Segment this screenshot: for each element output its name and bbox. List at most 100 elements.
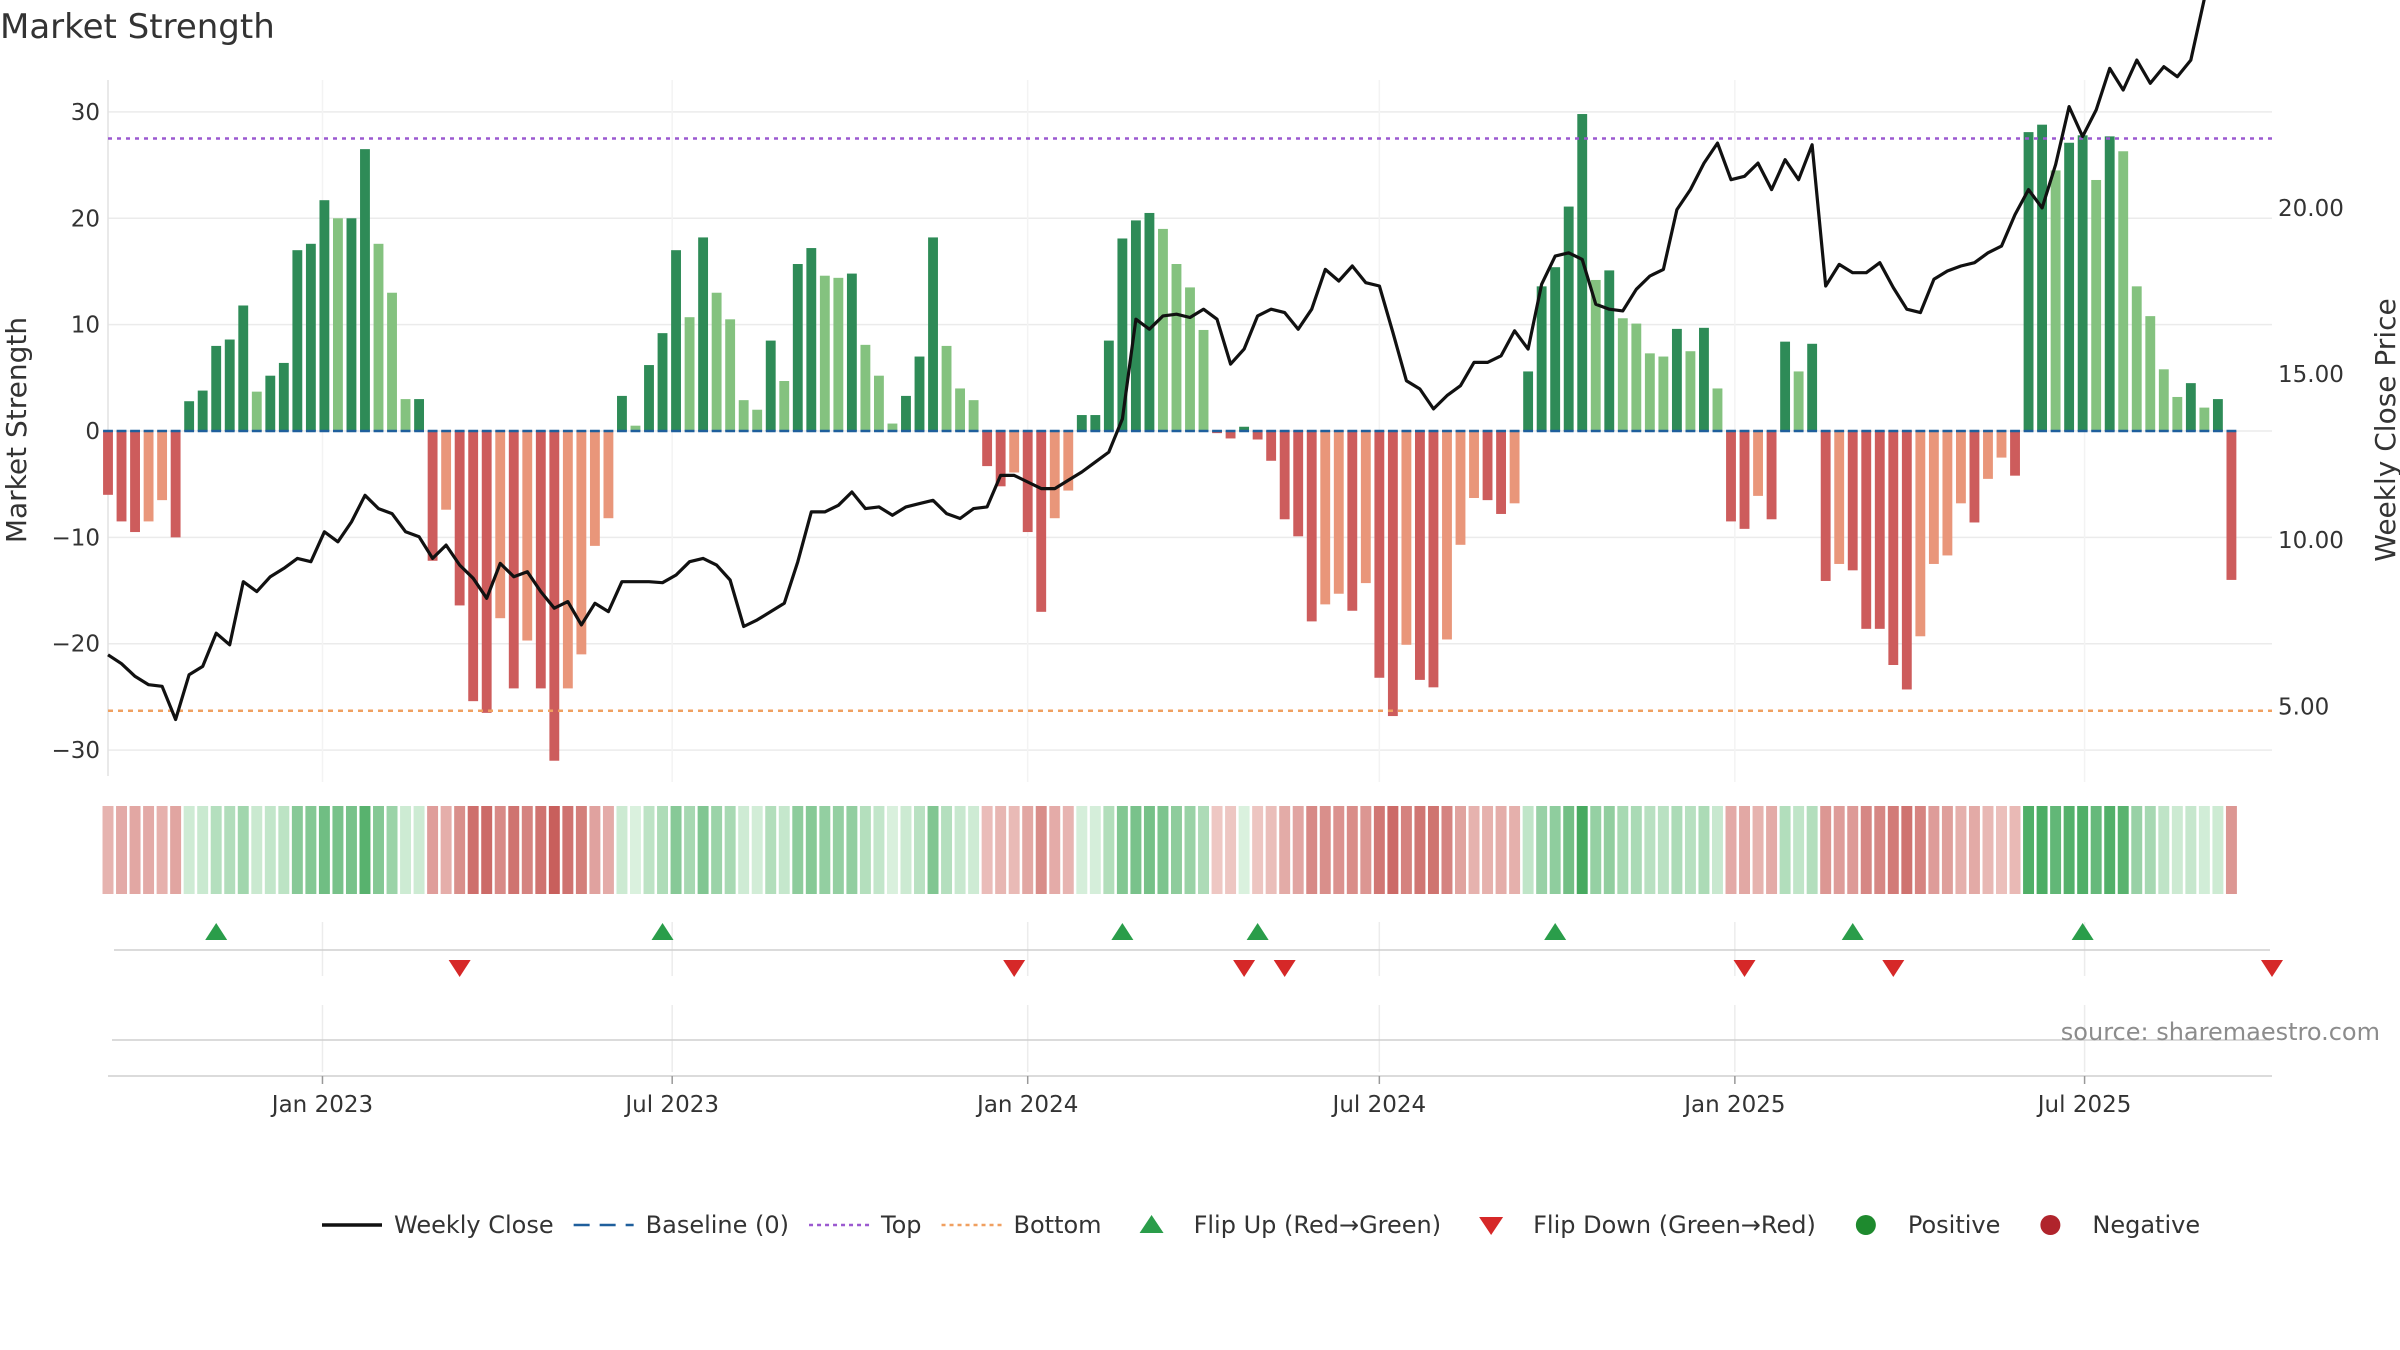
strength-bar (1861, 431, 1872, 629)
heat-cell (102, 806, 114, 894)
legend-positive-swatch (1855, 1215, 1876, 1235)
strength-bar (1888, 431, 1899, 665)
strength-bar (684, 317, 695, 431)
heat-cell (1482, 806, 1494, 894)
heat-cell (413, 806, 425, 894)
strength-bar (157, 431, 168, 501)
strength-bar (1144, 212, 1155, 431)
y-axis-ticks: 30 20 10 0 −10 −20 −30 (51, 100, 100, 764)
strength-bar (657, 333, 668, 431)
heat-cell (724, 806, 736, 894)
heat-cell (1725, 806, 1737, 894)
strength-bar (1807, 343, 1818, 431)
strength-bar (2145, 316, 2156, 431)
strength-bar (278, 362, 289, 431)
legend-item: Baseline (0) (573, 1211, 789, 1239)
heat-cell (305, 806, 317, 894)
heat-cell (1400, 806, 1412, 894)
heat-cell (1509, 806, 1521, 894)
heat-cell (616, 806, 628, 894)
strength-bar (1590, 279, 1601, 431)
x-tick-label: Jan 2024 (975, 1092, 1078, 1118)
strength-bar (1536, 286, 1547, 431)
strength-bar (1455, 431, 1466, 545)
strength-bar (928, 237, 938, 431)
heat-cell (2104, 806, 2116, 894)
strength-bar (1252, 431, 1263, 440)
y-tick-label: −30 (51, 738, 100, 764)
x-tick-label: Jul 2025 (2036, 1092, 2132, 1118)
strength-bar (1726, 431, 1736, 522)
heat-cell (2198, 806, 2210, 894)
strength-bar (1509, 431, 1520, 504)
heat-cell (1441, 806, 1453, 894)
heat-cell (1292, 806, 1304, 894)
heat-cell (1536, 806, 1548, 894)
heat-cell (697, 806, 709, 894)
strength-bar (752, 409, 763, 431)
heat-cell (1265, 806, 1277, 894)
heat-cell (1617, 806, 1629, 894)
strength-bar (2064, 142, 2075, 431)
heat-cell (1427, 806, 1439, 894)
heat-cell (1455, 806, 1466, 894)
strength-bar (644, 365, 654, 431)
heat-cell (1116, 806, 1128, 894)
legend-label: Negative (2092, 1211, 2200, 1239)
dot-panel (108, 1039, 2272, 1077)
heat-cell (1049, 806, 1061, 894)
heat-cell (1779, 806, 1791, 894)
strength-bar (1279, 431, 1290, 520)
legend-label: Flip Up (Red→Green) (1194, 1211, 1442, 1239)
strength-bar (1969, 431, 1980, 523)
x-tick-label: Jan 2025 (1682, 1092, 1785, 1118)
strength-bar (130, 431, 140, 533)
strength-bar (116, 431, 127, 522)
x-axis-ticks: Jan 2023 Jul 2023 Jan 2024 Jul 2024 Jan 2025… (270, 1076, 2132, 1118)
heat-cell (968, 806, 980, 894)
strength-bar (1009, 431, 1020, 473)
strength-bar (1414, 431, 1425, 680)
heat-cell (1603, 806, 1615, 894)
heat-cell (183, 806, 195, 894)
heat-cell (494, 806, 506, 894)
strength-bar (1928, 431, 1939, 564)
heat-cell (927, 806, 939, 894)
y-tick-label: 30 (71, 100, 100, 126)
heat-cell (2212, 806, 2224, 894)
strength-bar (1793, 371, 1804, 431)
strength-bar (914, 356, 925, 431)
heat-cell (1225, 806, 1237, 894)
heat-cell (1941, 806, 1953, 894)
heat-cell (1766, 806, 1778, 894)
strength-bar (955, 388, 966, 431)
legend-item: Flip Down (Green→Red) (1479, 1211, 1816, 1239)
strength-bar (427, 431, 438, 561)
heat-cell (1252, 806, 1264, 894)
strength-bar (2010, 431, 2020, 476)
legend-label: Baseline (0) (646, 1211, 789, 1239)
heat-cell (819, 806, 831, 894)
strength-bar (1874, 431, 1885, 629)
heat-cell (1860, 806, 1872, 894)
strength-bar (1550, 267, 1561, 431)
strength-bar (2104, 136, 2115, 431)
strength-bar (1631, 323, 1642, 431)
y2-tick-label: 5.00 (2278, 694, 2329, 720)
strength-bar (2118, 151, 2129, 431)
strength-bar (995, 431, 1006, 487)
heat-cell (2144, 806, 2156, 894)
legend-negative-swatch (2040, 1215, 2061, 1235)
legend-label: Flip Down (Green→Red) (1533, 1211, 1816, 1239)
strength-bar (1901, 431, 1912, 690)
heat-cell (684, 806, 696, 894)
heat-cell (1373, 806, 1385, 894)
strength-bar (1306, 431, 1317, 622)
x-tick-label: Jan 2023 (270, 1092, 373, 1118)
legend-label: Top (880, 1211, 922, 1239)
heat-cell (1576, 806, 1588, 894)
strength-bar (170, 431, 181, 538)
strength-bar (1171, 264, 1182, 431)
strength-bar (197, 390, 208, 431)
strength-bar (2050, 170, 2061, 431)
